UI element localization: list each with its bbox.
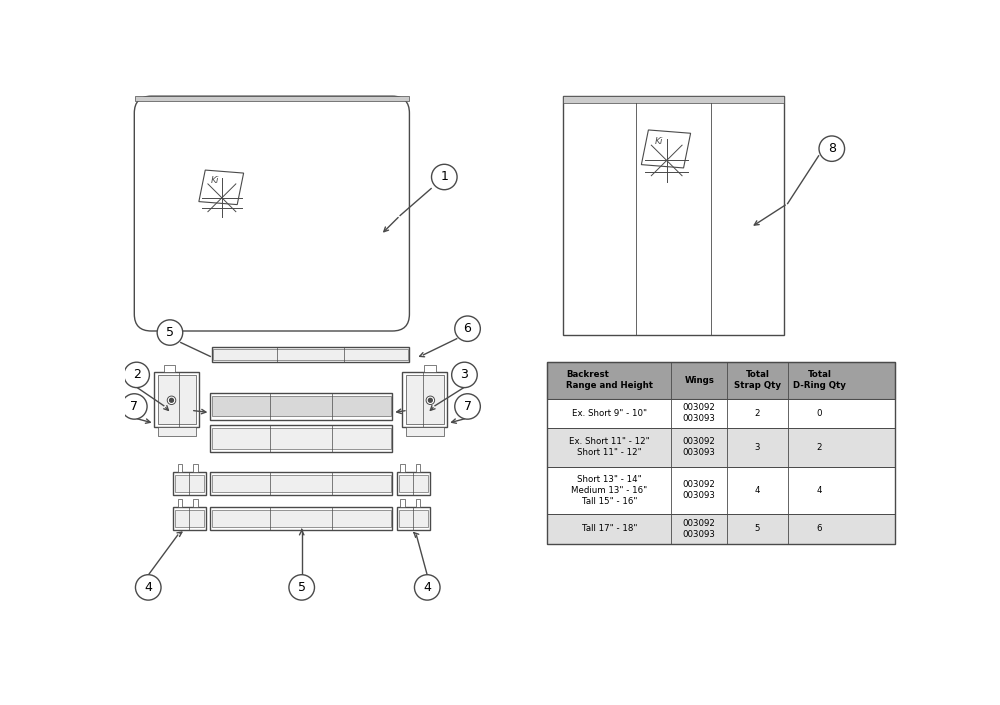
Text: 5: 5 [298, 581, 306, 594]
Circle shape [432, 164, 457, 190]
Bar [158, 427, 196, 436]
Text: 7: 7 [130, 400, 138, 413]
Text: 4: 4 [755, 486, 760, 495]
Bar [416, 499, 420, 507]
Bar [193, 464, 198, 472]
FancyBboxPatch shape [134, 96, 409, 331]
Bar [424, 365, 436, 372]
Bar [547, 362, 895, 544]
Text: 4: 4 [423, 581, 431, 594]
Bar [397, 507, 430, 529]
Bar [399, 510, 428, 527]
Bar [175, 475, 204, 492]
Circle shape [167, 396, 176, 405]
Text: 7: 7 [464, 400, 472, 413]
Bar [210, 507, 392, 529]
Bar [212, 396, 391, 417]
Bar [158, 375, 196, 424]
Bar [212, 475, 391, 492]
Text: 3: 3 [461, 369, 468, 381]
Bar [193, 499, 198, 507]
Bar [563, 96, 784, 103]
Bar [212, 510, 391, 527]
Polygon shape [641, 130, 691, 168]
Text: 2: 2 [755, 409, 760, 418]
Bar [400, 464, 405, 472]
Bar [210, 472, 392, 495]
Circle shape [124, 362, 149, 388]
Bar [547, 514, 895, 544]
Text: Total
D-Ring Qty: Total D-Ring Qty [793, 370, 846, 391]
Bar [212, 428, 391, 449]
Text: 003092
003093: 003092 003093 [683, 519, 716, 539]
Text: 2: 2 [133, 369, 141, 381]
Bar [212, 347, 409, 362]
Text: Tall 17" - 18": Tall 17" - 18" [582, 525, 637, 534]
Polygon shape [199, 170, 244, 204]
Bar [400, 499, 405, 507]
Text: 6: 6 [464, 322, 471, 335]
Text: 3: 3 [755, 443, 760, 452]
Text: 003092
003093: 003092 003093 [683, 437, 716, 458]
Text: Ki: Ki [655, 137, 663, 146]
Circle shape [135, 575, 161, 600]
Bar [406, 375, 444, 424]
Text: Wings: Wings [684, 376, 714, 385]
Text: 8: 8 [828, 142, 836, 155]
Text: 5: 5 [755, 525, 760, 534]
Bar [563, 96, 784, 335]
Text: Ex. Short 9" - 10": Ex. Short 9" - 10" [572, 409, 647, 418]
Text: 6: 6 [817, 525, 822, 534]
Text: Ki: Ki [211, 176, 219, 185]
Bar [154, 372, 199, 427]
Bar [173, 472, 206, 495]
Circle shape [122, 394, 147, 419]
Circle shape [455, 394, 480, 419]
Bar [164, 365, 175, 372]
Bar [178, 499, 182, 507]
Bar [416, 464, 420, 472]
Text: 003092
003093: 003092 003093 [683, 403, 716, 424]
Circle shape [289, 575, 314, 600]
Text: Short 13" - 14"
Medium 13" - 16"
Tall 15" - 16": Short 13" - 14" Medium 13" - 16" Tall 15… [571, 474, 648, 506]
Circle shape [414, 575, 440, 600]
Bar [135, 96, 409, 101]
Text: 0: 0 [817, 409, 822, 418]
Circle shape [157, 320, 183, 345]
Bar [397, 472, 430, 495]
Text: 4: 4 [144, 581, 152, 594]
Bar [178, 464, 182, 472]
Bar [547, 362, 895, 399]
Bar [210, 393, 392, 419]
Bar [547, 428, 895, 467]
Text: 1: 1 [440, 171, 448, 183]
Bar [402, 372, 447, 427]
Bar [210, 425, 392, 452]
Text: Ex. Short 11" - 12"
Short 11" - 12": Ex. Short 11" - 12" Short 11" - 12" [569, 437, 650, 458]
Bar [406, 427, 444, 436]
Circle shape [428, 398, 432, 403]
Text: Backrest
Range and Height: Backrest Range and Height [566, 370, 653, 391]
Circle shape [455, 316, 480, 341]
Text: 4: 4 [817, 486, 822, 495]
Circle shape [426, 396, 435, 405]
Bar [547, 467, 895, 514]
Bar [399, 475, 428, 492]
Text: 5: 5 [166, 326, 174, 339]
Text: 2: 2 [817, 443, 822, 452]
Bar [213, 349, 408, 360]
Bar [173, 507, 206, 529]
Bar [175, 510, 204, 527]
Circle shape [170, 398, 173, 403]
Circle shape [819, 136, 845, 161]
Text: Total
Strap Qty: Total Strap Qty [734, 370, 781, 391]
Circle shape [452, 362, 477, 388]
Bar [547, 399, 895, 428]
Text: 003092
003093: 003092 003093 [683, 480, 716, 501]
